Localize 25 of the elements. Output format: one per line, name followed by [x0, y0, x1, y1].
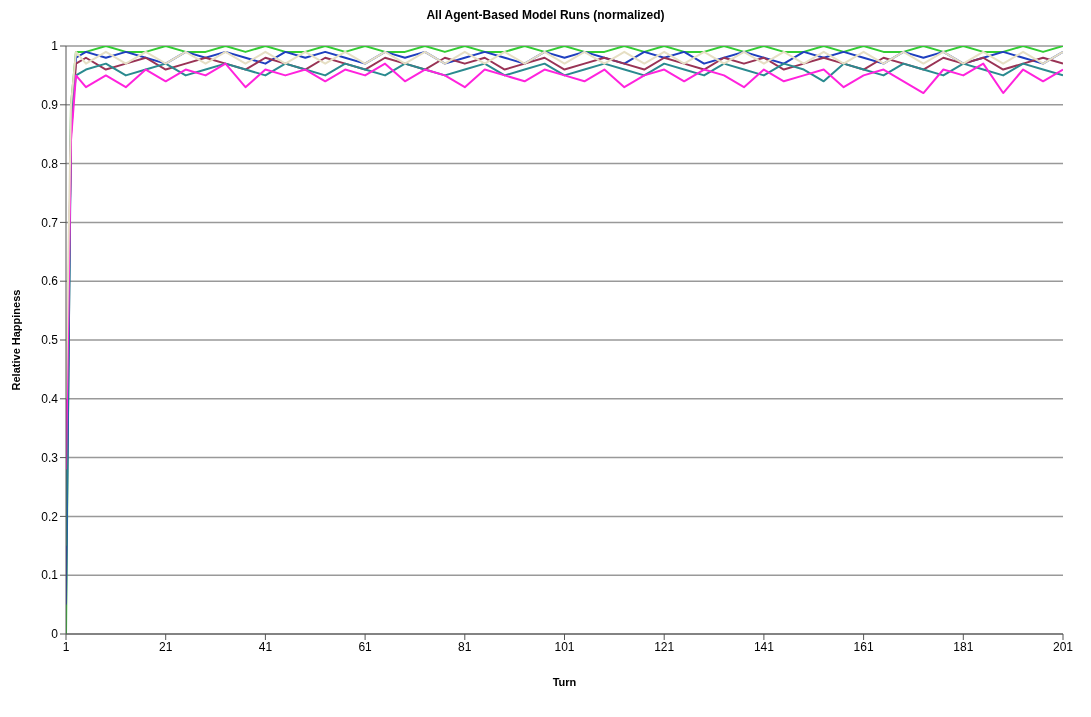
y-tick-label: 0.7 [41, 215, 59, 230]
x-axis-title: Turn [552, 676, 577, 688]
y-tick-label: 0.4 [41, 392, 59, 407]
x-tick-label: 181 [953, 639, 974, 654]
chart-title: All Agent-Based Model Runs (normalized) [425, 8, 666, 24]
y-tick-label: 0.5 [41, 333, 59, 348]
x-tick-label: 1 [62, 639, 70, 654]
y-axis-title: Relative Happiness [9, 289, 22, 391]
x-tick-label: 121 [654, 639, 675, 654]
y-tick-label: 1 [51, 39, 59, 54]
y-tick-label: 0.6 [41, 274, 59, 289]
y-tick-label: 0.3 [41, 450, 59, 465]
x-tick-label: 201 [1052, 639, 1074, 654]
x-tick-label: 81 [458, 639, 472, 654]
y-tick-label: 0.2 [41, 509, 59, 524]
y-tick-label: 0.1 [41, 568, 59, 583]
x-tick-label: 101 [554, 639, 575, 654]
x-tick-label: 141 [753, 639, 775, 654]
y-tick-label: 0.9 [41, 98, 59, 113]
x-tick-label: 41 [258, 639, 273, 654]
x-tick-label: 61 [358, 639, 373, 654]
y-tick-label: 0.8 [41, 156, 59, 171]
y-tick-label: 0 [51, 627, 59, 642]
x-tick-label: 161 [853, 639, 874, 654]
x-tick-label: 21 [159, 639, 173, 654]
